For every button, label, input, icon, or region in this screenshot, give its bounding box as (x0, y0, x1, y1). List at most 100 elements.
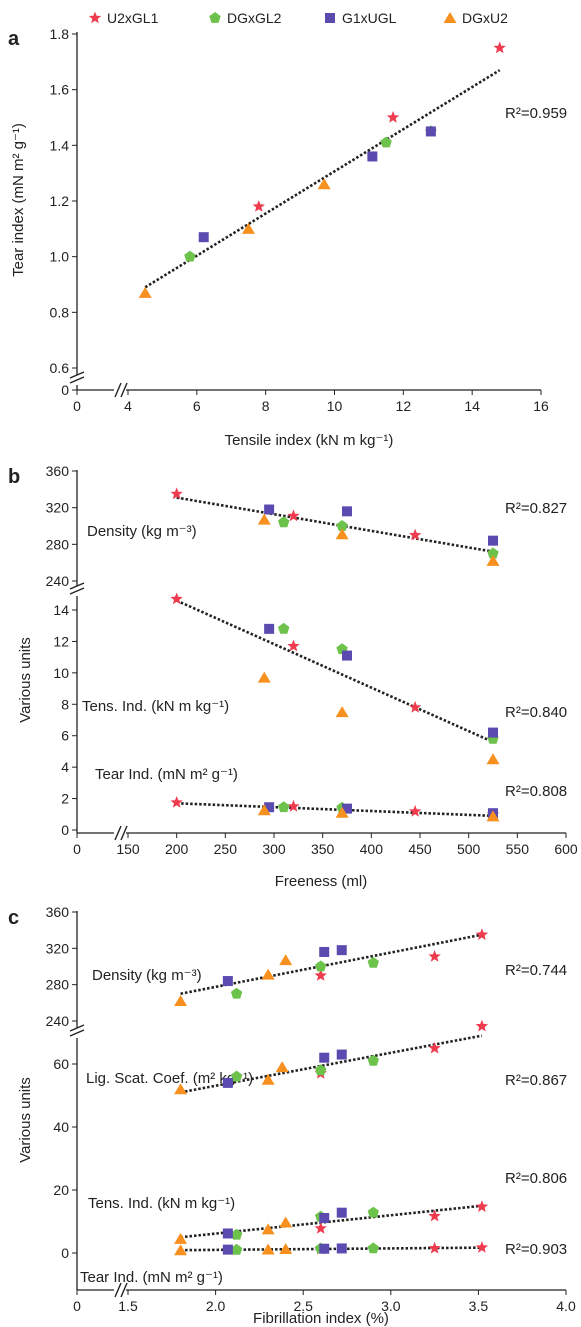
point-density-DGxU2 (257, 513, 271, 525)
point-density-DGxGL2 (278, 516, 290, 528)
point-scattering-DGxU2 (275, 1061, 289, 1073)
point-tear-G1xUGL (222, 1244, 233, 1255)
point-density-DGxGL2 (487, 547, 499, 559)
point-tensile-DGxGL2 (367, 1206, 379, 1218)
x-axis-label: Freeness (ml) (275, 873, 368, 890)
axis-break-mark (69, 376, 85, 384)
y-tick-label: 8 (61, 696, 69, 712)
point-tear-G1xUGL (264, 802, 275, 813)
fit-line (144, 69, 501, 289)
legend-label-DGxGL2: DGxGL2 (227, 10, 282, 26)
fit-line (176, 496, 494, 553)
legend-marker-DGxU2 (443, 12, 457, 23)
y-tick-label: 0.8 (50, 304, 70, 320)
legend-marker-U2xGL1 (88, 11, 102, 24)
point-density-DGxGL2 (367, 956, 379, 968)
y-tick-label: 240 (46, 1013, 70, 1029)
r-squared-label: R²=0.959 (505, 105, 567, 122)
x-tick-label: 350 (311, 841, 335, 857)
x-tick-label: 6 (193, 398, 201, 414)
point-density-G1xUGL (342, 506, 352, 517)
point-tear-U2xGL1 (475, 1241, 489, 1253)
point-tear-DGxU2 (486, 810, 500, 822)
point-tensile-DGxU2 (261, 1223, 275, 1235)
x-tick-label: 550 (506, 841, 530, 857)
x-tick-label: 1.5 (118, 1298, 138, 1314)
panel-label: c (8, 907, 19, 929)
panel-label: b (8, 466, 20, 488)
point-density-DGxU2 (174, 995, 188, 1007)
point-tensile-G1xUGL (264, 623, 275, 634)
point-scattering-G1xUGL (222, 1077, 233, 1088)
point-density-G1xUGL (488, 535, 498, 546)
point-scattering-U2xGL1 (475, 1019, 489, 1032)
point-DGxU2 (317, 178, 331, 190)
point-U2xGL1 (493, 41, 506, 54)
y-tick-label: 2 (61, 791, 69, 807)
x-tick-label: 8 (262, 398, 270, 414)
point-density-DGxGL2 (336, 520, 348, 531)
x-tick-label: 200 (165, 841, 189, 857)
x-tick-label: 16 (533, 398, 549, 414)
r-squared-label: R²=0.867 (505, 1072, 567, 1089)
point-tensile-G1xUGL (342, 650, 352, 661)
point-tear-DGxU2 (257, 804, 271, 816)
point-DGxGL2 (184, 250, 196, 262)
x-tick-label: 14 (464, 398, 480, 414)
y-axis-label: Various units (17, 1077, 34, 1163)
point-tear-DGxGL2 (278, 801, 290, 813)
point-tensile-U2xGL1 (170, 592, 183, 605)
point-density-U2xGL1 (314, 969, 327, 981)
point-tear-DGxGL2 (230, 1243, 243, 1255)
x-tick-label: 150 (116, 841, 140, 857)
axis-break-mark (69, 1024, 85, 1032)
point-scattering-U2xGL1 (428, 1041, 441, 1054)
axis-break-mark (69, 371, 85, 379)
y-tick-label: 0 (61, 822, 69, 838)
point-DGxU2 (241, 222, 255, 234)
point-tear-DGxU2 (335, 806, 349, 818)
x-tick-label: 3.0 (381, 1298, 401, 1314)
point-G1xUGL (198, 232, 209, 243)
x-tick-label: 3.5 (469, 1298, 489, 1314)
point-tensile-DGxU2 (174, 1232, 188, 1244)
y-tick-label: 320 (46, 500, 70, 516)
series-annotation: Density (kg m⁻³) (87, 523, 197, 540)
point-tear-DGxU2 (261, 1243, 275, 1255)
point-density-G1xUGL (264, 504, 275, 515)
r-squared-label: R²=0.744 (505, 962, 567, 979)
y-tick-label: 1.8 (50, 26, 70, 42)
x-tick-label: 0 (73, 1298, 81, 1314)
y-axis-label: Various units (17, 637, 34, 723)
y-tick-label: 20 (53, 1182, 69, 1198)
y-tick-label: 0 (61, 1245, 69, 1261)
x-tick-label: 250 (214, 841, 238, 857)
point-tensile-DGxU2 (279, 1216, 293, 1228)
point-tear-G1xUGL (319, 1243, 330, 1254)
axis-break-mark (120, 382, 128, 398)
point-density-DGxU2 (486, 554, 500, 566)
point-tear-DGxU2 (279, 1243, 293, 1255)
r-squared-label: R²=0.840 (505, 704, 567, 721)
r-squared-label: R²=0.808 (505, 783, 567, 800)
x-tick-label: 10 (327, 398, 343, 414)
point-tensile-DGxGL2 (230, 1228, 243, 1240)
point-tensile-G1xUGL (488, 727, 498, 738)
y-tick-label: 1.6 (50, 82, 70, 98)
series-annotation: Tens. Ind. (kN m kg⁻¹) (88, 1195, 235, 1212)
point-G1xUGL (425, 126, 436, 137)
axis-break-mark (114, 825, 122, 841)
point-density-U2xGL1 (409, 528, 422, 541)
series-annotation: Tear Ind. (mN m² g⁻¹) (95, 766, 238, 783)
y-tick-label: 0.6 (50, 360, 70, 376)
y-tick-label: 360 (46, 904, 70, 920)
x-tick-label: 0 (73, 398, 81, 414)
r-squared-label: R²=0.903 (505, 1241, 567, 1258)
y-tick-label: 60 (53, 1056, 69, 1072)
axis-break-mark (69, 1029, 85, 1037)
point-density-U2xGL1 (475, 928, 489, 940)
point-tensile-U2xGL1 (475, 1200, 489, 1212)
series-annotation: Density (kg m⁻³) (92, 967, 202, 984)
point-tensile-U2xGL1 (409, 700, 422, 713)
